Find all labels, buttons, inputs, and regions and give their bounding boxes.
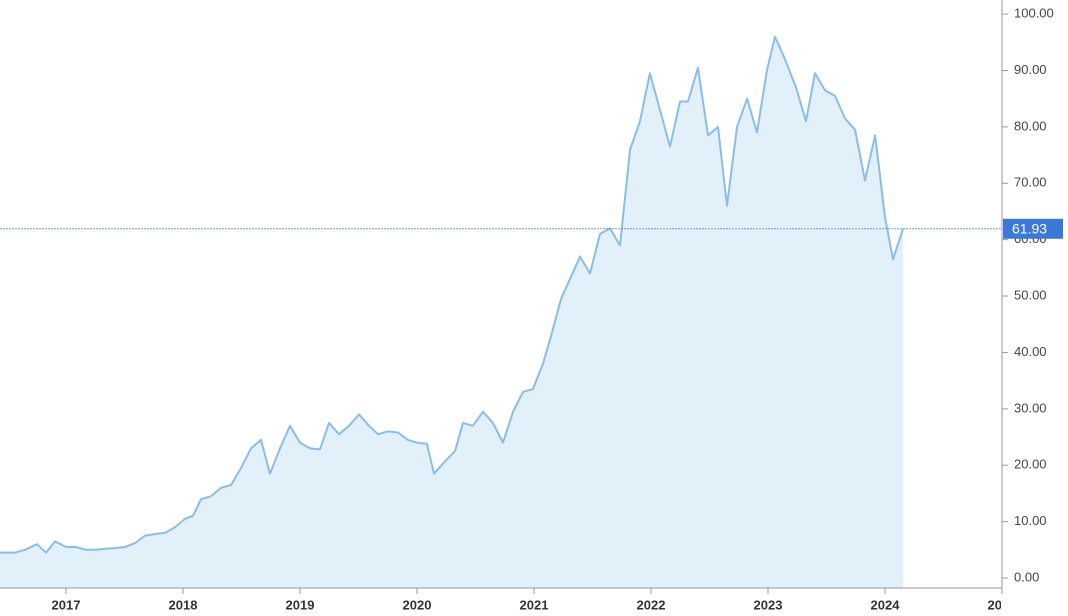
x-tick-label: 2020 bbox=[403, 597, 432, 612]
x-tick-label: 2022 bbox=[637, 597, 666, 612]
y-tick-label: 100.00 bbox=[1014, 6, 1054, 21]
y-tick-label: 30.00 bbox=[1014, 400, 1047, 415]
y-tick-label: 70.00 bbox=[1014, 175, 1047, 190]
y-tick-label: 0.00 bbox=[1014, 569, 1039, 584]
y-tick-label: 20.00 bbox=[1014, 457, 1047, 472]
y-tick-label: 40.00 bbox=[1014, 344, 1047, 359]
x-tick-label: 2019 bbox=[286, 597, 315, 612]
x-tick-label: 2025 bbox=[988, 597, 1017, 612]
y-tick-label: 90.00 bbox=[1014, 62, 1047, 77]
x-tick-label: 2023 bbox=[754, 597, 783, 612]
y-tick-label: 10.00 bbox=[1014, 513, 1047, 528]
area-fill bbox=[0, 36, 903, 588]
area-line bbox=[0, 35, 904, 554]
x-axis: 2017 2018 2019 2020 2021 2022 2023 2024 2025 bbox=[52, 597, 1017, 612]
x-tick-label: 2024 bbox=[871, 597, 901, 612]
x-tick-label: 2018 bbox=[169, 597, 198, 612]
current-value-label: 61.93 bbox=[1012, 220, 1047, 236]
x-tick-label: 2017 bbox=[52, 597, 81, 612]
x-tick-label: 2021 bbox=[520, 597, 549, 612]
y-tick-label: 50.00 bbox=[1014, 287, 1047, 302]
y-tick-label: 80.00 bbox=[1014, 118, 1047, 133]
current-value-box bbox=[1003, 218, 1063, 239]
